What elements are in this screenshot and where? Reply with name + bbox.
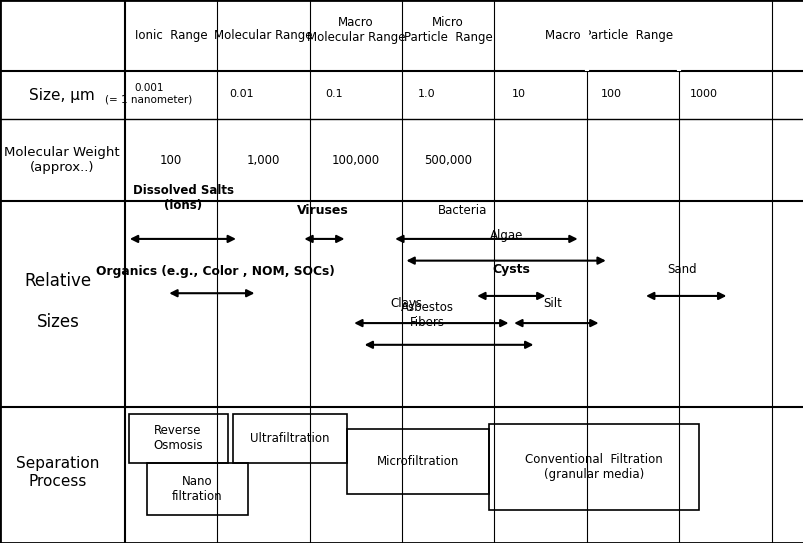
Text: Algae: Algae [489,229,523,242]
Text: Nano
filtration: Nano filtration [172,475,222,503]
Text: Reverse
Osmosis: Reverse Osmosis [153,424,202,452]
Text: Sand: Sand [666,263,695,276]
Text: 0.001
(= 1 nanometer): 0.001 (= 1 nanometer) [105,83,192,105]
Text: 0.1: 0.1 [325,89,342,99]
Text: Silt: Silt [543,296,562,310]
Text: Conventional  Filtration
(granular media): Conventional Filtration (granular media) [524,453,662,481]
Bar [128,414,227,463]
Text: 0.01: 0.01 [229,89,254,99]
Text: Bacteria: Bacteria [437,204,487,217]
Text: 1000: 1000 [689,89,717,99]
Text: Viruses: Viruses [297,204,349,217]
Text: Ionic  Range: Ionic Range [134,29,207,42]
Text: Asbestos
Fibers: Asbestos Fibers [401,300,454,329]
Text: 500,000: 500,000 [424,154,471,167]
Text: Macro Particle  Range: Macro Particle Range [544,29,672,42]
Bar [347,429,488,494]
Text: Relative

Sizes: Relative Sizes [24,272,92,331]
Text: Dissolved Salts
(ions): Dissolved Salts (ions) [132,184,234,212]
Text: Organics (e.g., Color , NOM, SOCs): Organics (e.g., Color , NOM, SOCs) [96,265,334,278]
Text: Molecular Weight
(approx..): Molecular Weight (approx..) [4,146,120,174]
Text: Size, μm: Size, μm [29,87,95,103]
Text: Molecular Range: Molecular Range [214,29,312,42]
Bar [488,424,699,510]
Text: 10: 10 [512,89,525,99]
Bar [147,463,247,515]
Text: Macro
Molecular Range: Macro Molecular Range [306,16,405,44]
Text: 1.0: 1.0 [418,89,434,99]
Bar [233,414,347,463]
Text: Micro
Particle  Range: Micro Particle Range [403,16,492,44]
Text: 100: 100 [600,89,622,99]
Text: 100: 100 [160,154,181,167]
Text: Microfiltration: Microfiltration [377,455,459,468]
Text: Separation
Process: Separation Process [16,456,100,489]
Text: Cysts: Cysts [491,263,530,276]
Text: 1,000: 1,000 [247,154,279,167]
Text: 100,000: 100,000 [332,154,379,167]
Text: Ultrafiltration: Ultrafiltration [251,432,329,445]
Text: Clays: Clays [389,296,422,310]
